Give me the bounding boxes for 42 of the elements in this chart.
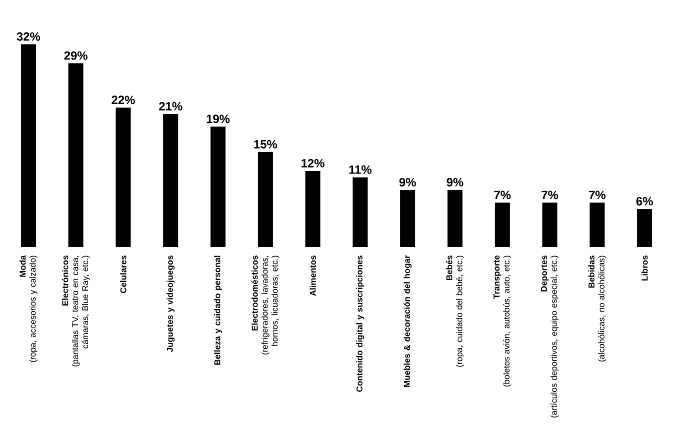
data-label: 19% (206, 114, 230, 124)
bar (542, 202, 558, 247)
data-label: 32% (16, 32, 40, 41)
data-label: 7% (494, 190, 511, 200)
bar (305, 170, 320, 247)
x-tick-label: Moda (ropa, accesorios y calzado) (20, 255, 38, 362)
x-tick-label: Alimentos (310, 256, 316, 296)
x-tick-label: Libros (641, 256, 648, 281)
data-label: 9% (399, 178, 416, 186)
bar (494, 202, 510, 247)
data-label: 12% (302, 159, 324, 168)
x-tick-label: Celulares (120, 256, 126, 293)
x-tick-label: Belleza y cuidado personal (214, 256, 222, 365)
bar (447, 190, 462, 247)
bar (400, 190, 416, 247)
data-label: 7% (542, 190, 558, 200)
data-label: 11% (349, 165, 372, 174)
data-label: 21% (159, 102, 182, 110)
bar (68, 63, 84, 247)
data-label: 6% (636, 197, 653, 206)
x-tick-label: Bebidas (alcohólicas, no alcohólicas) (588, 256, 606, 362)
data-label: 15% (254, 140, 278, 148)
bar (258, 152, 273, 247)
bar (163, 114, 178, 247)
x-tick-label: Contenido digital y suscripciones (356, 256, 364, 392)
bar (637, 208, 652, 247)
bar (352, 177, 368, 247)
bar (590, 202, 605, 247)
bar (116, 108, 131, 247)
data-label: 22% (112, 96, 135, 104)
x-tick-label: Electrodomésticos (refrigeradores, lavadoras, hornos, licuadoras, etc.) (251, 256, 280, 354)
data-label: 7% (589, 190, 606, 200)
data-label: 9% (446, 178, 464, 186)
data-label: 29% (64, 51, 88, 60)
bar (210, 126, 226, 247)
x-tick-label: Electrónicos (pantallas TV, teatro en casa, cámaras, Blue Ray, etc.) (62, 256, 90, 366)
bar (20, 44, 36, 247)
x-tick-label: Bebés (ropa, cuidado del bebé, etc.) (446, 256, 464, 367)
x-tick-label: Muebles & decoración del hogar (404, 255, 412, 387)
x-tick-label: Deportes (artículos deportivos, equipo especial, etc.) (541, 256, 559, 418)
x-tick-label: Juguetes y videojuegos (166, 256, 175, 352)
x-tick-label: Transporte (boletos avión, autobús, auto, etc.) (494, 255, 512, 386)
